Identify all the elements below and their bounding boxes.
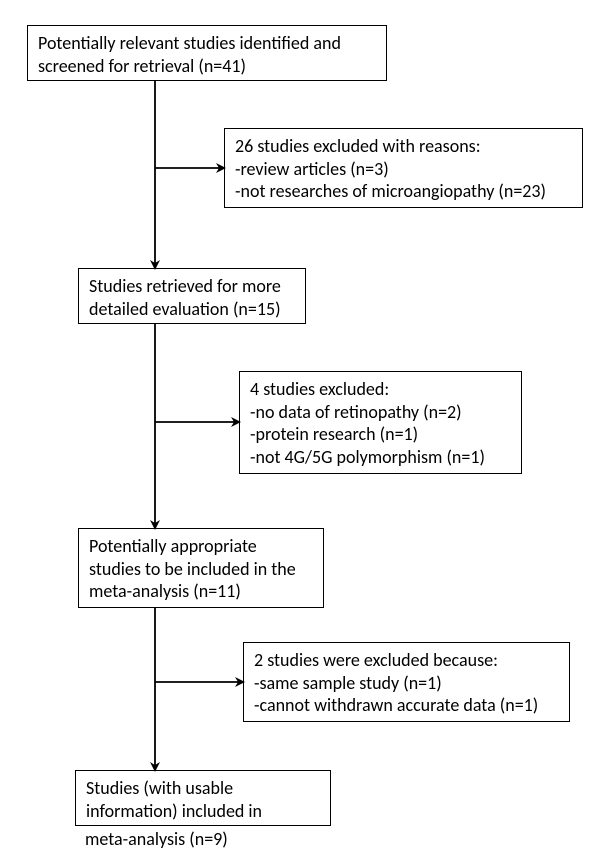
node-retrieved-detailed: Studies retrieved for moredetailed evalu…	[78, 268, 306, 324]
node-included-final: Studies (with usableinformation) include…	[75, 770, 331, 826]
node-included-final-overflow-line: meta-analysis (n=9)	[85, 828, 228, 851]
node-identified-screened: Potentially relevant studies identified …	[27, 25, 387, 81]
node-excluded-26: 26 studies excluded with reasons:-review…	[224, 128, 583, 208]
flowchart-stage: Potentially relevant studies identified …	[0, 0, 600, 852]
node-excluded-4: 4 studies excluded:-no data of retinopat…	[239, 371, 522, 474]
node-excluded-2: 2 studies were excluded because:-same sa…	[243, 642, 570, 722]
node-potentially-appropriate: Potentially appropriatestudies to be inc…	[78, 528, 324, 608]
